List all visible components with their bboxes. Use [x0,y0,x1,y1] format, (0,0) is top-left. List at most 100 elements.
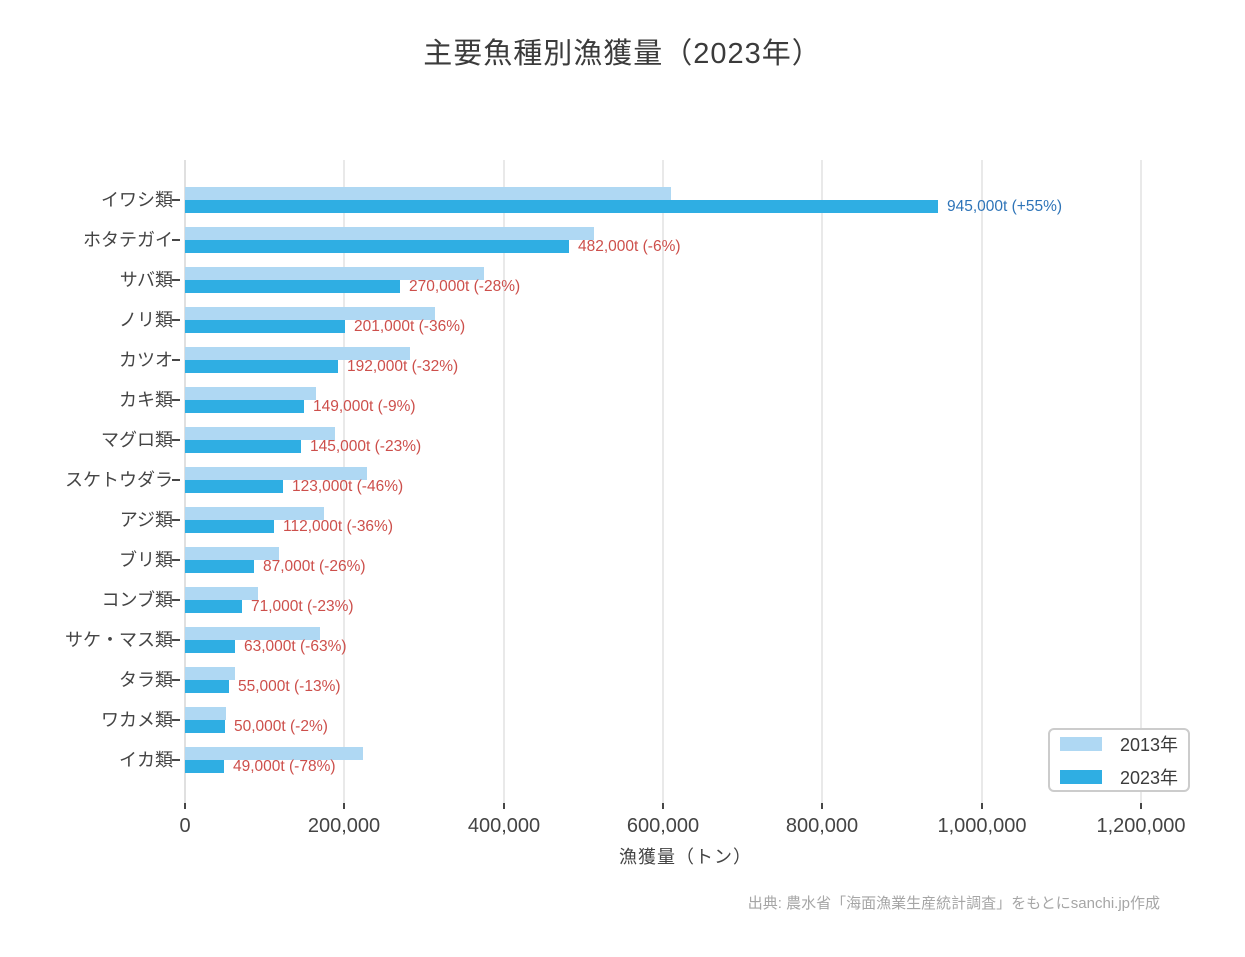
y-category-label: ワカメ類 [101,710,173,730]
bar-2023 [185,680,229,693]
legend-item-2023[interactable]: 2023年 [1060,764,1178,790]
bar-2023 [185,240,569,253]
bar-2023 [185,760,224,773]
x-tick-label: 0 [179,815,191,837]
bar-value-label: 87,000t (-26%) [263,558,366,575]
y-axis-tick [172,719,180,721]
y-category-label: サバ類 [119,270,173,290]
x-tick-label: 600,000 [626,815,700,837]
x-axis-tick [821,803,823,809]
legend-swatch-2023-icon [1060,769,1102,784]
bar-2013 [185,307,435,320]
legend-item-2013[interactable]: 2013年 [1060,731,1178,757]
y-axis-tick [172,319,180,321]
bar-2013 [185,507,324,520]
x-tick-label: 1,000,000 [937,815,1027,837]
gridline [503,160,505,803]
y-category-label: カツオ [119,350,173,370]
bar-2023 [185,640,235,653]
legend-label-2023: 2023年 [1119,767,1178,788]
bar-value-label: 192,000t (-32%) [347,358,459,375]
y-category-label: ブリ類 [119,550,173,570]
gridline [1140,160,1142,803]
y-axis-tick [172,279,180,281]
x-axis-tick [503,803,505,809]
y-axis-tick [172,559,180,561]
y-category-label: カキ類 [119,390,173,410]
chart-title: 主要魚種別漁獲量（2023年） [423,38,822,70]
bar-2013 [185,547,279,560]
y-axis-tick [172,479,180,481]
bar-2023 [185,400,304,413]
gridline [343,160,345,803]
bar-value-label: 71,000t (-23%) [251,598,354,615]
y-axis-tick [172,639,180,641]
bar-2013 [185,267,484,280]
y-axis-tick [172,399,180,401]
bar-2013 [185,707,226,720]
gridline [981,160,983,803]
bar-2023 [185,320,345,333]
bar-value-label: 482,000t (-6%) [578,238,681,255]
bar-value-label: 270,000t (-28%) [409,278,521,295]
gridline [662,160,664,803]
bar-2023 [185,600,242,613]
bar-2013 [185,387,316,400]
y-axis-tick [172,759,180,761]
y-axis-tick [172,239,180,241]
bar-value-label: 201,000t (-36%) [354,318,466,335]
x-tick-label: 800,000 [785,815,859,837]
bar-value-label: 50,000t (-2%) [234,718,328,735]
bar-2023 [185,360,338,373]
x-tick-label: 200,000 [307,815,381,837]
y-axis-tick [172,359,180,361]
bar-2023 [185,720,225,733]
plot-area: 0 200,000 400,000 600,000 800,000 1,000,000 1,… [65,160,1186,837]
y-axis-tick [172,519,180,521]
bar-value-label: 63,000t (-63%) [244,638,347,655]
x-axis-tick [1140,803,1142,809]
x-axis-title: 漁獲量（トン） [619,847,752,867]
bar-2013 [185,347,410,360]
gridline [821,160,823,803]
source-attribution: 出典: 農水省「海面漁業生産統計調査」をもとにsanchi.jp作成 [747,895,1160,912]
bar-2023 [185,480,283,493]
y-axis-tick [172,439,180,441]
bar-value-label: 112,000t (-36%) [283,518,393,535]
y-category-label: ホタテガイ [83,230,173,250]
bar-2013 [185,187,671,200]
bar-value-label: 49,000t (-78%) [233,758,336,775]
bar-2013 [185,667,235,680]
bar-2023 [185,200,938,213]
x-axis-tick [184,803,186,809]
y-category-label: サケ・マス類 [65,630,173,650]
x-tick-label: 400,000 [467,815,541,837]
bar-2013 [185,627,320,640]
x-axis-tick [343,803,345,809]
bar-2013 [185,747,363,760]
bar-2013 [185,427,335,440]
x-axis-tick [662,803,664,809]
bar-value-label: 149,000t (-9%) [313,398,416,415]
legend: 2013年 2023年 [1048,728,1190,792]
y-category-label: ノリ類 [119,310,173,330]
y-axis-tick [172,599,180,601]
bar-2023 [185,560,254,573]
bar-2023 [185,440,301,453]
legend-swatch-2013-icon [1060,736,1102,751]
x-axis-tick [981,803,983,809]
bar-2023 [185,520,274,533]
y-category-label: イワシ類 [101,190,173,210]
bar-value-label: 55,000t (-13%) [238,678,341,695]
y-category-label: コンブ類 [101,590,173,610]
bar-2013 [185,467,367,480]
bar-2013 [185,587,258,600]
bar-2013 [185,227,594,240]
y-axis-tick [172,199,180,201]
y-category-label: スケトウダラ [65,470,173,490]
y-category-label: イカ類 [119,750,173,770]
y-axis-tick [172,679,180,681]
bar-2023 [185,280,400,293]
legend-label-2013: 2013年 [1119,734,1178,755]
